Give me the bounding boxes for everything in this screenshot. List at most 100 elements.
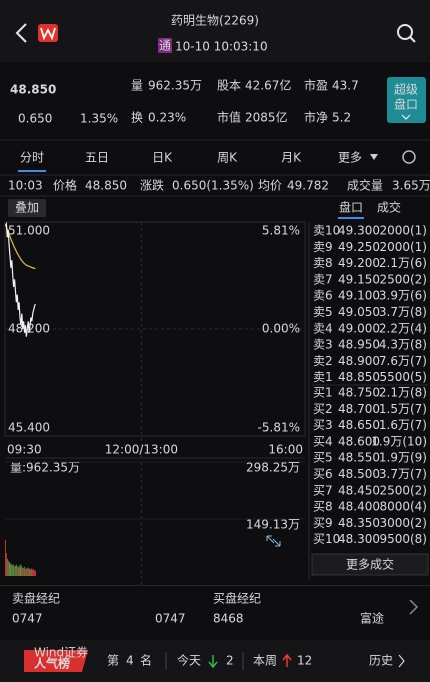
volume-bar [17,566,19,576]
info-value: 48.850 [85,179,127,193]
volume-bar [12,565,14,576]
tab-underline [18,170,46,172]
stat-label: 市净 [304,110,328,125]
expand-button[interactable] [266,535,281,547]
book-level: 卖4 [313,321,333,335]
stat-value: 2085亿 [245,110,288,125]
volume-tick-label: 298.25万 [246,461,300,475]
tab[interactable]: 日K [152,151,173,165]
book-price: 49.300 [338,224,380,238]
book-price: 48.350 [338,516,380,530]
volume-bar [22,568,24,576]
book-level: 卖6 [313,289,333,303]
volume-bar [15,564,17,576]
tab[interactable]: 月K [281,151,302,165]
book-volume: 3.9万(6) [379,289,427,303]
book-volume: 2000(1) [379,224,427,238]
volume-bar [14,566,15,576]
book-volume: 8000(4) [379,500,427,514]
more-trades-button[interactable] [311,553,429,576]
book-volume: 3.7万(7) [379,467,427,481]
volume-bar [28,567,30,576]
volume-tick-label: 149.13万 [246,517,300,531]
book-tab[interactable]: 成交 [377,200,401,215]
overlay-button[interactable] [8,199,46,217]
book-volume: 1.9万(10) [371,434,427,448]
rank-value: 4 [126,654,134,668]
volume-bar [6,558,8,576]
book-volume: 9500(8) [379,532,427,546]
x-tick-label: 16:00 [268,443,303,457]
book-level: 买8 [313,500,333,514]
settings-button[interactable] [402,150,416,164]
book-price: 48.400 [338,500,380,514]
book-level: 卖3 [313,338,333,352]
super-button-text: 超级 [394,82,418,97]
book-level: 买7 [313,483,333,497]
x-tick-label: 09:30 [7,443,42,457]
badge-bg [158,38,172,53]
tab[interactable]: 周K [217,151,238,165]
search-button[interactable] [397,24,413,40]
volume-bar [16,566,18,576]
up-arrow [282,653,292,667]
info-label: 价格 [53,178,77,193]
info-value: 3.65万 [392,179,430,193]
stat-label: 市盈 [304,78,328,93]
title: 药明生物(2269) [171,14,259,28]
book-level: 卖2 [313,354,333,368]
stat-label: 换 [131,111,143,125]
book-volume: 2.1万(6) [379,256,427,270]
pct-label: 5.81% [262,224,300,238]
sell-broker-title: 卖盘经纪 [12,591,60,606]
book-level: 卖5 [313,305,333,319]
book-price: 48.500 [338,467,380,481]
today-value: 2 [226,654,234,668]
more-caret [370,154,378,160]
overlay-button-text: 叠加 [15,201,39,215]
info-value: 0.650(1.35%) [172,179,254,193]
volume-bar [15,565,16,576]
book-price: 48.650 [338,418,380,432]
tab[interactable]: 五日 [85,151,109,165]
book-price: 49.000 [338,321,380,335]
book-price: 49.200 [338,256,380,270]
volume-bar [31,568,33,576]
stat-label: 量 [131,79,143,93]
back-button[interactable] [15,23,27,43]
book-volume: 7.6万(7) [379,354,427,368]
week-value: 12 [297,654,312,668]
book-price: 48.950 [338,338,380,352]
volume-bar [24,566,25,576]
book-level: 买4 [313,434,333,448]
stat-value: 42.67亿 [245,78,291,93]
tab[interactable]: 分时 [20,151,44,165]
history-link[interactable]: 历史 [369,654,393,668]
book-tab[interactable]: 盘口 [339,200,363,215]
info-label: 成交量 [347,178,383,193]
tab[interactable]: 更多 [338,151,362,165]
book-level: 买5 [313,451,333,465]
super-button[interactable] [387,77,426,123]
volume-bar [9,562,11,576]
change-pct: 1.35% [80,112,118,126]
volume-bar [11,563,13,576]
down-arrow [208,655,218,669]
book-volume: 3.7万(8) [379,305,427,319]
book-volume: 3000(2) [379,516,427,530]
volume-bar [26,567,28,576]
broker-arrow[interactable] [409,599,419,615]
volume-bar [5,553,7,576]
app-icon[interactable] [38,24,58,42]
volume-bar [21,566,23,576]
more-trades-text: 更多成交 [346,557,394,572]
book-volume: 2.1万(8) [379,386,427,400]
today-label: 今天 [177,653,201,668]
rank-prefix: 第 [107,654,119,668]
volume-bar [25,569,26,576]
rank-badge[interactable] [24,650,88,672]
book-volume: 1.6万(7) [379,418,427,432]
y-tick-label: 51.000 [8,224,50,238]
change: 0.650 [18,112,52,126]
